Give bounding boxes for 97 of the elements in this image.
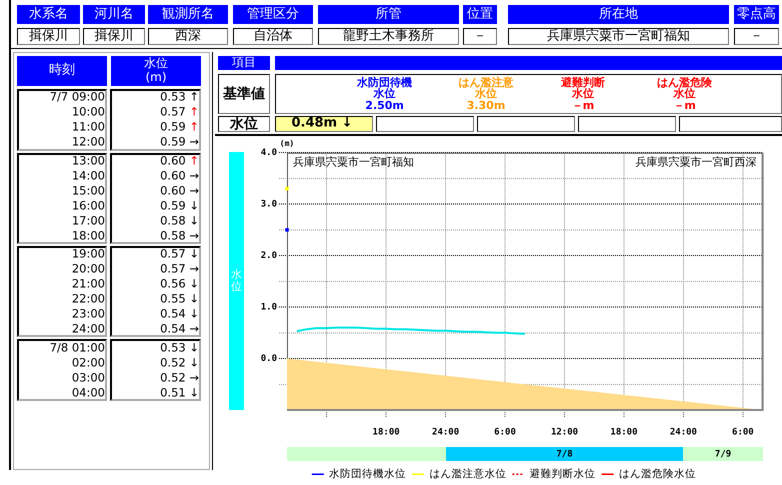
x-tick-label: 18:00 (372, 428, 400, 438)
text: 水防団待機 (357, 76, 412, 90)
x2-tick-label: 7/9 (714, 450, 732, 460)
text: －m (572, 98, 594, 112)
y-tick-label: 0.0 (260, 354, 277, 364)
text: 項目 (232, 55, 256, 70)
text: 河川名 (94, 6, 134, 22)
text: 21:00 (72, 276, 105, 291)
text: 0.57 → (160, 262, 199, 276)
text: 04:00 (72, 384, 105, 400)
text: 3.30m (466, 98, 506, 112)
text: 位置 (467, 6, 493, 22)
y-axis-title: 水位 (230, 268, 242, 294)
x-tick-label: 12:00 (550, 428, 578, 438)
text: 0.59 ↑ (160, 120, 199, 134)
text: 02:00 (72, 355, 105, 370)
text: 7/7 09:00 (50, 90, 105, 104)
y-tick-label: 2.0 (260, 250, 277, 261)
text: 龍野土木事務所 (343, 28, 434, 44)
text: 0.52 → (160, 370, 199, 384)
text: 0.56 ↓ (160, 276, 199, 291)
text: 17:00 (72, 213, 105, 228)
legend-label: はん濫危険水位 (618, 466, 696, 480)
text: はん濫危険 (657, 76, 712, 90)
y-tick-label: 4.0 (260, 148, 277, 158)
text: 0.54 → (160, 321, 199, 336)
text: 水位 (144, 56, 168, 71)
text: 水位 (674, 88, 696, 101)
text: 管理区分 (247, 6, 299, 22)
text: － (474, 28, 486, 44)
text: 0.53 ↓ (160, 340, 199, 354)
x-tick-label: 18:00 (610, 428, 638, 438)
text: 0.51 ↓ (160, 384, 199, 400)
text: 12:00 (72, 134, 105, 149)
text: 0.58 → (160, 228, 199, 242)
text: 0.48m ↓ (291, 116, 353, 132)
text: 0.52 ↓ (160, 355, 199, 370)
text: 14:00 (72, 168, 105, 183)
text: － (750, 28, 763, 44)
text: 0.54 ↓ (160, 306, 199, 321)
text: 03:00 (72, 370, 105, 384)
legend-label: 水防団待機水位 (329, 466, 406, 480)
text: 水位 (572, 88, 594, 101)
text: 観測所名 (162, 6, 214, 22)
text: 水位 (374, 88, 396, 101)
legend-label: はん濫注意水位 (429, 466, 506, 480)
text: －m (673, 98, 696, 112)
text: 19:00 (72, 246, 105, 262)
x-tick-label: 6:00 (494, 428, 516, 438)
text: (m) (280, 138, 294, 148)
text: 水位 (230, 116, 258, 132)
text: 基準値 (223, 86, 265, 102)
text: 0.60 → (160, 168, 199, 183)
text: 兵庫県宍粟市一宮町福知 (547, 28, 690, 44)
text: 18:00 (72, 228, 105, 242)
x-tick-label: 6:00 (732, 428, 754, 438)
text: 水位 (475, 88, 497, 101)
text: 0.58 ↓ (160, 213, 199, 228)
text: はん濫注意 (458, 76, 514, 90)
text: 水系名 (29, 6, 68, 22)
legend-label: 避難判断水位 (530, 466, 596, 480)
x2-tick-label: 7/8 (556, 450, 573, 460)
text: 10:00 (72, 104, 105, 119)
text: 揖保川 (94, 28, 134, 44)
text: 22:00 (72, 292, 105, 306)
text: 0.57 ↑ (160, 104, 199, 119)
text: 零点高 (737, 6, 776, 22)
x-tick-label: 24:00 (432, 428, 460, 438)
y-tick-label: 3.0 (260, 200, 277, 210)
text: 西深 (175, 28, 201, 44)
text: 24:00 (72, 321, 105, 336)
text: 0.60 → (160, 183, 199, 198)
text: (m) (145, 70, 167, 85)
text: 所管 (376, 6, 402, 22)
annotation: 兵庫県宍粟市一宮町福知 (293, 156, 414, 169)
text: 0.60 ↑ (160, 153, 199, 168)
text: 自治体 (254, 28, 292, 44)
text: 16:00 (72, 198, 105, 212)
text: 0.59 → (160, 134, 199, 149)
annotation: 兵庫県宍粟市一宮町西深 (636, 156, 757, 169)
y-tick-label: 1.0 (260, 302, 277, 312)
text: 23:00 (72, 306, 105, 321)
text: 2.50m (365, 98, 404, 112)
text: 7/8 01:00 (50, 340, 105, 354)
text: 時刻 (49, 62, 75, 78)
text: 13:00 (72, 153, 105, 168)
text: 避難判断 (561, 76, 605, 90)
x-tick-label: 24:00 (670, 428, 697, 438)
text: 15:00 (72, 183, 105, 198)
text: 所在地 (599, 6, 638, 22)
text: 20:00 (72, 262, 105, 276)
text: 0.59 ↓ (160, 198, 199, 212)
text: 揖保川 (29, 28, 68, 44)
text: 0.55 ↓ (160, 292, 199, 306)
text: 0.57 ↓ (160, 246, 199, 262)
text: 11:00 (72, 120, 105, 134)
text: 0.53 ↑ (160, 90, 199, 104)
